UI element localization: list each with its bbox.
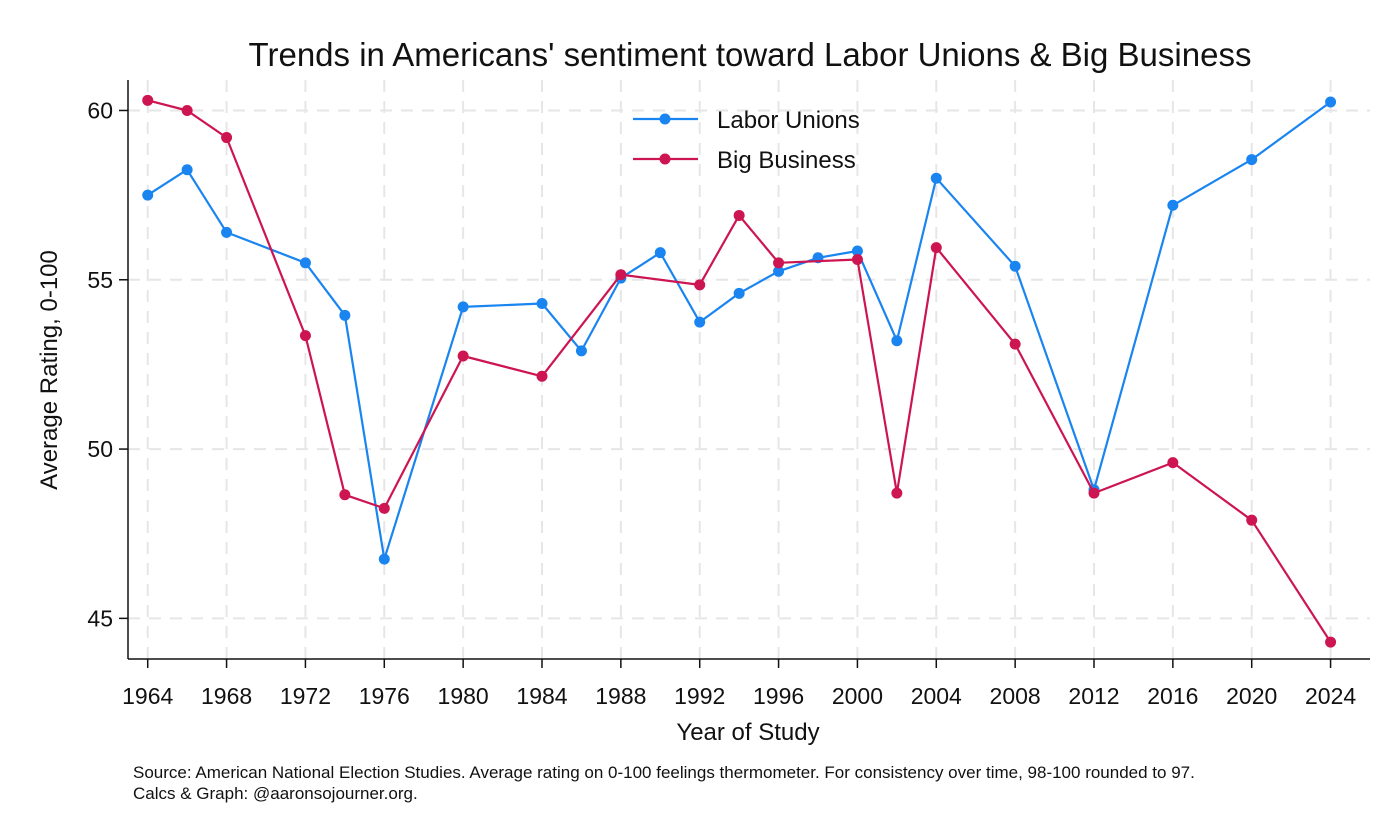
data-point: [378, 502, 390, 514]
data-point: [694, 316, 706, 328]
data-point: [851, 245, 863, 257]
data-point: [1246, 154, 1258, 166]
data-point: [142, 189, 154, 201]
x-tick-label: 1992: [674, 683, 725, 709]
y-tick-label: 60: [87, 97, 113, 123]
data-point: [378, 553, 390, 565]
y-axis-title: Average Rating, 0-100: [36, 250, 63, 490]
data-point: [654, 247, 666, 259]
legend-item: Big Business: [633, 147, 856, 174]
data-point: [1167, 199, 1179, 211]
x-tick-label: 2020: [1226, 683, 1277, 709]
legend-marker: [659, 113, 671, 125]
x-tick-label: 2016: [1147, 683, 1198, 709]
data-point: [299, 257, 311, 269]
x-tick-label: 2024: [1305, 683, 1356, 709]
y-tick-label: 45: [87, 605, 113, 631]
data-point: [181, 104, 193, 116]
data-point: [181, 164, 193, 176]
x-tick-label: 1968: [201, 683, 252, 709]
data-point: [851, 253, 863, 265]
data-point: [221, 226, 233, 238]
data-point: [575, 345, 587, 357]
data-point: [536, 370, 548, 382]
data-point: [1088, 487, 1100, 499]
data-point: [457, 350, 469, 362]
data-point: [1325, 96, 1337, 108]
x-tick-label: 1996: [753, 683, 804, 709]
x-tick-label: 1984: [516, 683, 567, 709]
data-point: [1167, 457, 1179, 469]
data-point: [930, 172, 942, 184]
x-tick-label: 1964: [122, 683, 173, 709]
legend: Labor Unions Big Business: [633, 107, 860, 174]
data-point: [694, 279, 706, 291]
x-tick-label: 1972: [280, 683, 331, 709]
data-point: [1325, 636, 1337, 648]
source-line: Source: American National Election Studi…: [133, 763, 1195, 782]
data-point: [615, 269, 627, 281]
series-line: [147, 99, 1332, 643]
x-tick-label: 1988: [595, 683, 646, 709]
x-tick-label: 2000: [832, 683, 883, 709]
credit-line: Calcs & Graph: @aaronsojourner.org.: [133, 784, 418, 803]
data-point: [1246, 514, 1258, 526]
data-point: [221, 132, 233, 144]
chart-title: Trends in Americans' sentiment toward La…: [249, 36, 1252, 73]
data-point: [733, 287, 745, 299]
legend-label: Labor Unions: [717, 107, 860, 134]
x-tick-label: 2004: [911, 683, 962, 709]
data-point: [1009, 260, 1021, 272]
source-note: Source: American National Election Studi…: [133, 762, 1195, 804]
y-tick-label: 50: [87, 436, 113, 462]
data-point: [773, 257, 785, 269]
y-tick-label: 55: [87, 267, 113, 293]
axes: 45 50 55 60 1964 1968 1972 1976 1980 1984 1988 1992…: [87, 80, 1370, 709]
series-big-business: [142, 94, 1337, 648]
data-point: [891, 487, 903, 499]
data-point: [891, 335, 903, 347]
legend-marker: [659, 153, 671, 165]
legend-item: Labor Unions: [633, 107, 860, 134]
data-point: [773, 265, 785, 277]
data-point: [339, 309, 351, 321]
x-tick-label: 1976: [359, 683, 410, 709]
x-tick-label: 2008: [990, 683, 1041, 709]
data-point: [733, 209, 745, 221]
legend-label: Big Business: [717, 147, 856, 174]
x-axis-title: Year of Study: [676, 719, 819, 746]
data-point: [1009, 338, 1021, 350]
x-tick-label: 1980: [438, 683, 489, 709]
x-tick-label: 2012: [1068, 683, 1119, 709]
data-point: [930, 242, 942, 254]
data-point: [142, 94, 154, 106]
gridlines: [128, 80, 1370, 659]
data-point: [457, 301, 469, 313]
data-point: [536, 297, 548, 309]
data-point: [339, 489, 351, 501]
series-layer: [142, 94, 1337, 648]
data-point: [299, 330, 311, 342]
